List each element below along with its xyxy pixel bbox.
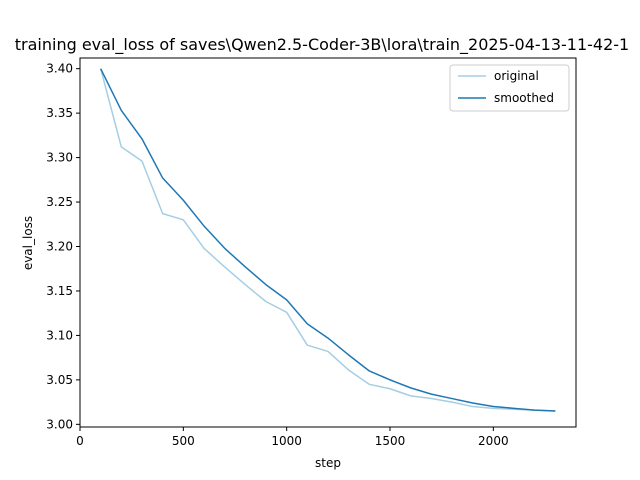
y-tick-label: 3.05 bbox=[46, 373, 73, 387]
y-tick-label: 3.15 bbox=[46, 284, 73, 298]
chart-title: training eval_loss of saves\Qwen2.5-Code… bbox=[15, 35, 629, 55]
x-axis-ticks: 0 500 1000 1500 2000 bbox=[76, 427, 509, 448]
y-tick-label: 3.10 bbox=[46, 328, 73, 342]
series-line-smoothed bbox=[99, 68, 556, 412]
x-tick-label: 500 bbox=[172, 434, 195, 448]
y-axis-label: eval_loss bbox=[21, 216, 35, 270]
x-axis-label: step bbox=[315, 456, 341, 470]
y-tick-label: 3.00 bbox=[46, 417, 73, 431]
series-layer bbox=[99, 68, 556, 412]
plot-frame bbox=[79, 57, 577, 428]
y-tick-label: 3.35 bbox=[46, 106, 73, 120]
legend: original smoothed bbox=[449, 64, 570, 112]
legend-label-original: original bbox=[494, 69, 539, 83]
legend-label-smoothed: smoothed bbox=[494, 91, 554, 105]
y-tick-label: 3.20 bbox=[46, 240, 73, 254]
y-tick-label: 3.40 bbox=[46, 62, 73, 76]
y-tick-label: 3.30 bbox=[46, 151, 73, 165]
x-tick-label: 1000 bbox=[271, 434, 302, 448]
x-tick-label: 2000 bbox=[478, 434, 509, 448]
x-tick-label: 0 bbox=[76, 434, 84, 448]
series-line-original bbox=[99, 68, 556, 412]
y-tick-label: 3.25 bbox=[46, 195, 73, 209]
x-tick-label: 1500 bbox=[375, 434, 406, 448]
y-axis-ticks: 3.00 3.05 3.10 3.15 3.20 3.25 3.30 3.35 3.40 bbox=[46, 62, 80, 431]
